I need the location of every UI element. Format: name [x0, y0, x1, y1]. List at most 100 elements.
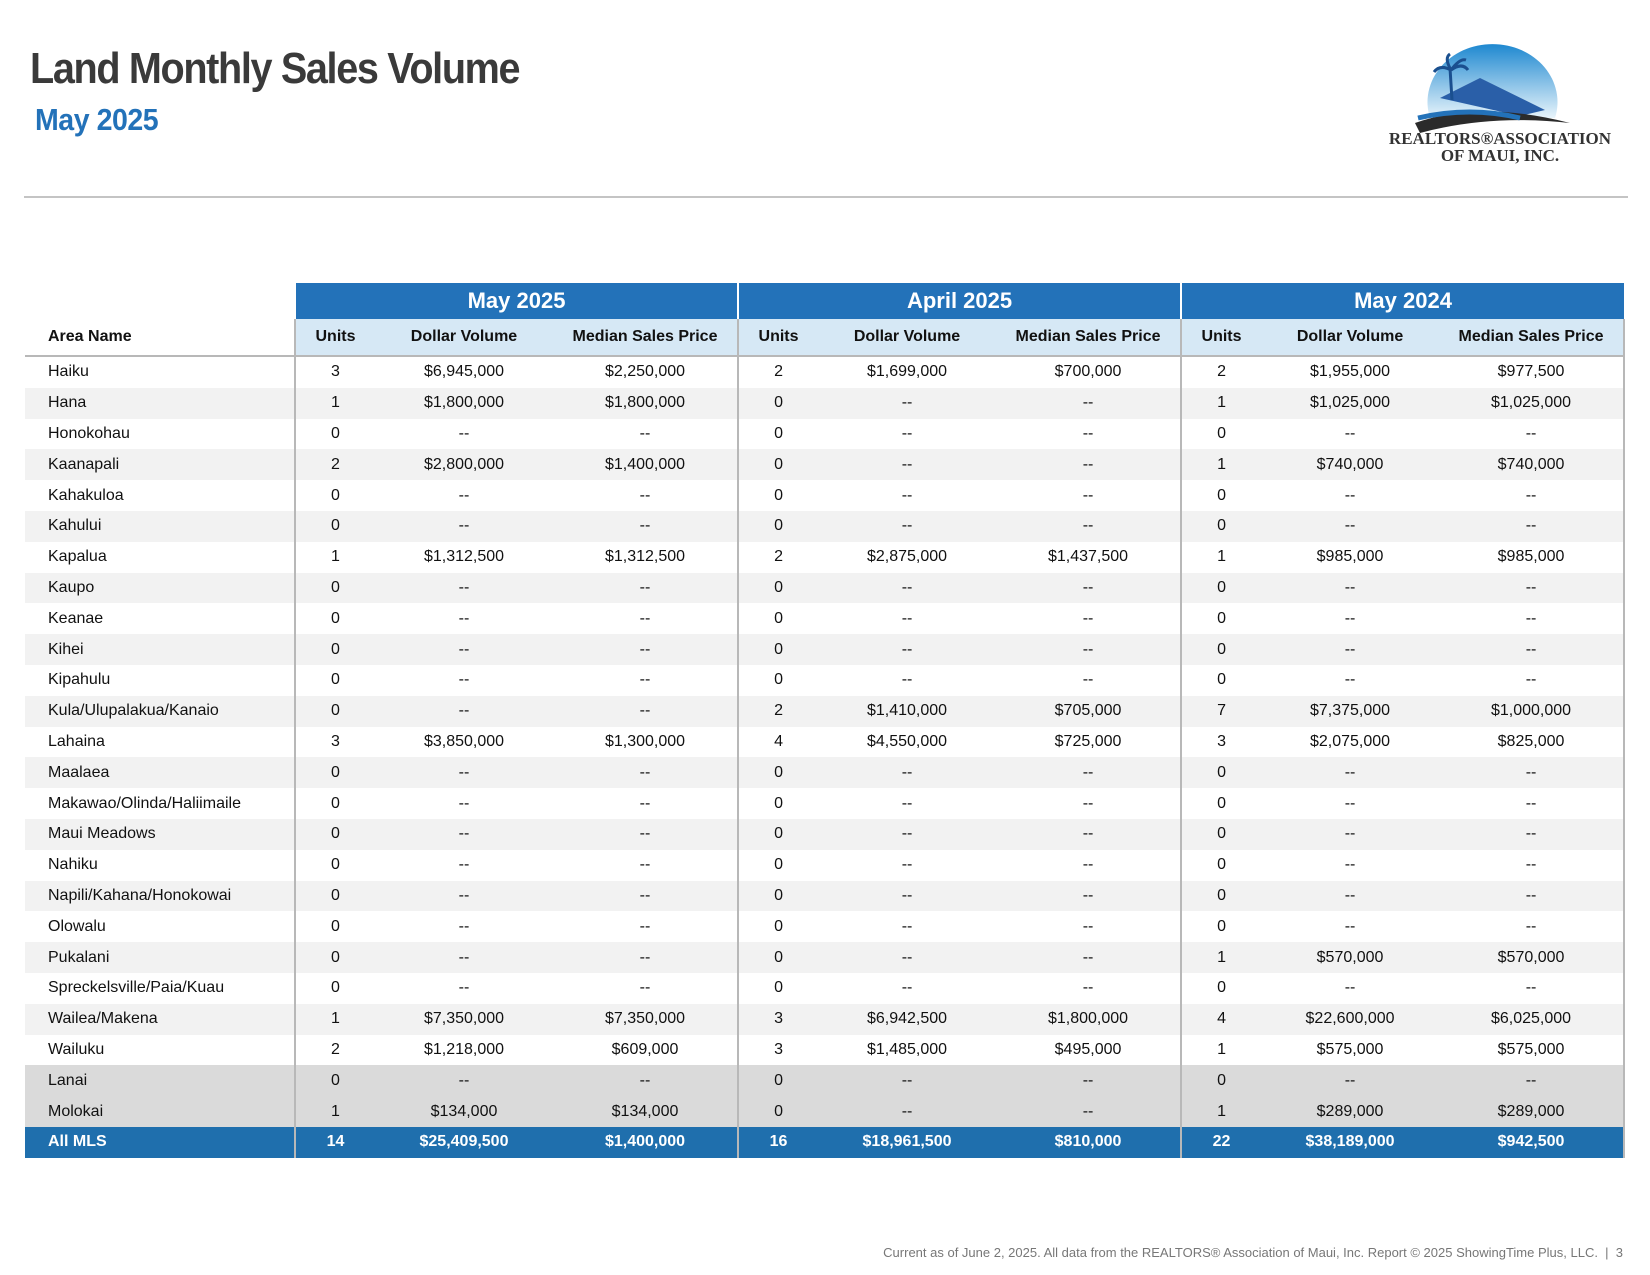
cell: --: [375, 942, 553, 973]
table-row: Molokai 1 $134,000 $134,000 0 -- -- 1 $289,000 $2…: [25, 1096, 1626, 1127]
cell: 0: [737, 849, 819, 881]
column-header: Units: [737, 319, 819, 357]
cell: 3: [294, 726, 375, 758]
cell: $740,000: [1439, 449, 1626, 481]
cell: --: [1082, 424, 1094, 442]
cell: --: [1261, 1065, 1440, 1097]
cell: $1,400,000: [553, 449, 739, 481]
cell: 0: [737, 572, 819, 604]
area-name: Makawao/Olinda/Haliimaile: [48, 794, 241, 812]
cell: 0: [294, 849, 375, 881]
cell: 0: [1180, 911, 1262, 943]
cell: $7,350,000: [553, 1003, 739, 1035]
cell: --: [458, 486, 470, 504]
cell: --: [996, 880, 1182, 912]
cell: 0: [737, 818, 819, 850]
cell: --: [1439, 603, 1626, 635]
cell: 0: [1180, 849, 1262, 881]
table-row: Hana 1 $1,800,000 $1,800,000 0 -- -- 1 $1,025,00…: [25, 387, 1626, 419]
cell: --: [1082, 794, 1094, 812]
cell: 1: [294, 1003, 375, 1035]
cell: --: [553, 1065, 739, 1097]
cell: --: [639, 979, 651, 997]
cell: --: [1439, 480, 1626, 511]
cell: --: [818, 942, 997, 973]
cell: $1,410,000: [818, 695, 997, 727]
table-row: Kahakuloa 0 -- -- 0 -- -- 0 -- --: [25, 480, 1626, 511]
cell: --: [1439, 757, 1626, 789]
cell: 0: [1180, 480, 1262, 511]
cell: $6,942,500: [818, 1003, 997, 1035]
cell: 1: [1180, 1034, 1262, 1066]
cell: --: [1261, 757, 1440, 789]
cell: --: [458, 917, 470, 935]
cell: 0: [737, 449, 819, 481]
cell: 1: [294, 1096, 375, 1127]
table-row: Honokohau 0 -- -- 0 -- -- 0 -- --: [25, 418, 1626, 450]
area-name: Honokohau: [48, 424, 130, 442]
area-name: All MLS: [25, 1126, 295, 1158]
cell: 0: [737, 510, 819, 542]
cell: 0: [294, 664, 375, 696]
cell: --: [818, 387, 997, 419]
group-header-row: May 2025 April 2025 May 2024: [25, 283, 1625, 319]
cell: 3: [737, 1003, 819, 1035]
cell: $7,350,000: [375, 1003, 553, 1035]
cell: 0: [294, 788, 375, 819]
cell: 0: [1180, 1065, 1262, 1097]
area-name: Maui Meadows: [25, 818, 295, 850]
cell: $985,000: [1316, 548, 1384, 566]
cell: 2: [737, 541, 819, 573]
cell: $6,945,000: [423, 363, 505, 381]
logo-line: REALTORS®ASSOCIATION: [1389, 129, 1612, 148]
cell: --: [818, 510, 997, 542]
cell: $1,312,500: [423, 548, 505, 566]
table-row: Pukalani 0 -- -- 0 -- -- 1 $570,000 $570,000: [25, 942, 1626, 973]
table-row: Wailuku 2 $1,218,000 $609,000 3 $1,485,000 $49…: [25, 1034, 1626, 1066]
cell: --: [375, 510, 553, 542]
cell: $977,500: [1439, 356, 1626, 388]
cell: $3,850,000: [423, 732, 505, 750]
cell: $6,025,000: [1439, 1003, 1626, 1035]
cell: $1,955,000: [1309, 363, 1391, 381]
table-row: Lanai 0 -- -- 0 -- -- 0 -- --: [25, 1065, 1626, 1097]
cell: $1,025,000: [1439, 387, 1626, 419]
table-row: Kahului 0 -- -- 0 -- -- 0 -- --: [25, 510, 1626, 542]
area-name: Napili/Kahana/Honokowai: [25, 880, 295, 912]
cell: $1,800,000: [375, 387, 553, 419]
cell: 0: [294, 942, 375, 973]
cell: 0: [1180, 880, 1262, 912]
cell: --: [458, 424, 470, 442]
cell: --: [458, 794, 470, 812]
table-row: Kaupo 0 -- -- 0 -- -- 0 -- --: [25, 572, 1626, 604]
cell: --: [375, 634, 553, 665]
cell: 0: [294, 603, 375, 635]
cell: --: [1439, 634, 1626, 665]
table-row: Kipahulu 0 -- -- 0 -- -- 0 -- --: [25, 664, 1626, 696]
cell: --: [1439, 818, 1626, 850]
cell: 0: [737, 911, 819, 943]
cell: $38,189,000: [1261, 1126, 1440, 1158]
cell: 2: [294, 1034, 375, 1066]
cell: 0: [294, 572, 375, 604]
cell: 0: [737, 972, 819, 1004]
logo-line: OF MAUI, INC.: [1441, 146, 1559, 165]
cell: 0: [294, 911, 375, 943]
cell: $2,075,000: [1309, 732, 1391, 750]
table-row: Lahaina 3 $3,850,000 $1,300,000 4 $4,550,000 $…: [25, 726, 1626, 758]
cell: 4: [737, 726, 819, 758]
cell: --: [901, 609, 913, 627]
cell: --: [818, 1065, 997, 1097]
table-row: Keanae 0 -- -- 0 -- -- 0 -- --: [25, 603, 1626, 635]
cell: --: [996, 757, 1182, 789]
area-name: Pukalani: [25, 942, 295, 973]
column-header: Units: [1180, 319, 1262, 357]
area-name: Kihei: [25, 634, 295, 665]
cell: $4,550,000: [866, 732, 948, 750]
cell: --: [901, 979, 913, 997]
cell: $1,800,000: [553, 387, 739, 419]
sales-table: May 2025 April 2025 May 2024 Area Name Units…: [25, 283, 1626, 1158]
cell: --: [458, 979, 470, 997]
cell: --: [1439, 788, 1626, 819]
